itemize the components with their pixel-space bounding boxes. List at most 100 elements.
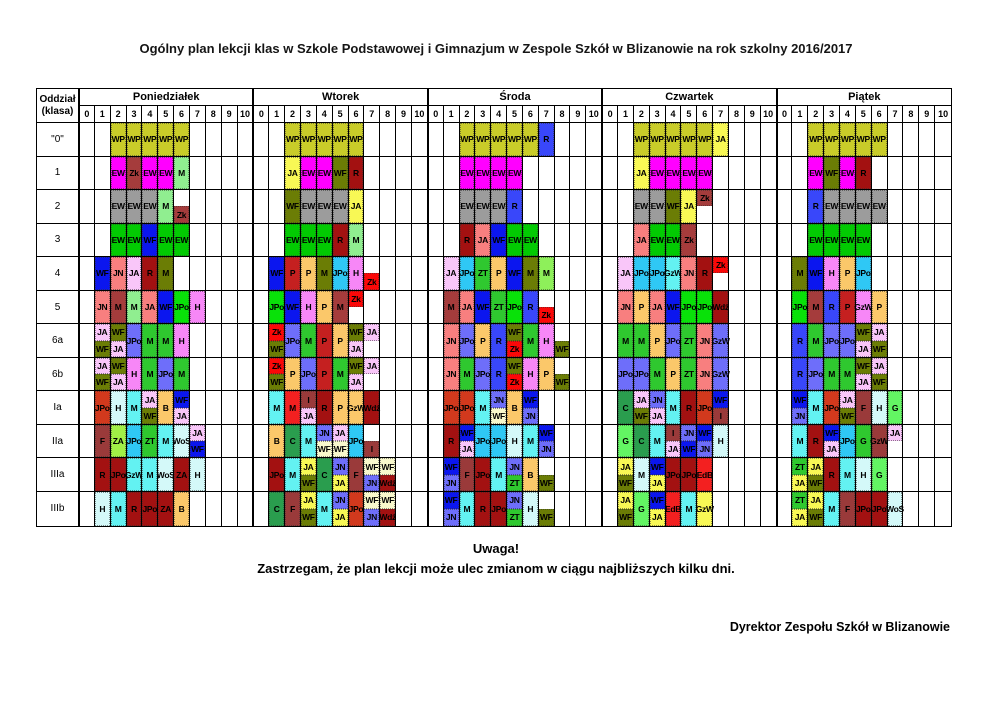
schedule-cell [221, 324, 238, 358]
subject-block: M [300, 424, 316, 458]
subject-block: JA [94, 324, 110, 341]
subject-block: EW [665, 223, 681, 257]
schedule-cell: EW [285, 223, 301, 258]
schedule-cell: WF [538, 492, 555, 526]
schedule-cell: EW [633, 190, 650, 224]
subject-block: JA [364, 357, 380, 375]
subject-block: EW [681, 156, 697, 190]
schedule-cell [189, 257, 206, 291]
subject-block: EW [285, 223, 300, 257]
subject-block: EW [475, 190, 491, 223]
subject-block: JPo [126, 424, 142, 458]
subject-block: ZT [792, 458, 808, 475]
table-corner-label: Oddział (klasa) [37, 89, 79, 123]
schedule-cell [887, 257, 904, 291]
schedule-cell: R [824, 290, 841, 325]
class-row-label: Ia [37, 391, 79, 425]
schedule-cell [903, 190, 920, 224]
subject-block: EW [840, 156, 855, 190]
schedule-cell: EW [840, 223, 856, 258]
period-header: 1 [94, 106, 111, 123]
subject-split-block: WF JA [824, 424, 840, 458]
schedule-cell [221, 257, 238, 291]
schedule-cell: Zk [697, 190, 714, 224]
subject-split-block: WF JN [522, 391, 538, 424]
schedule-cell: WF [808, 257, 825, 291]
subject-block: JN [618, 290, 633, 324]
schedule-cell: JPo [681, 290, 698, 325]
schedule-cell: WF [665, 290, 682, 325]
subject-block: WP [475, 123, 491, 156]
subject-split-block: WF Zk [507, 357, 522, 391]
subject-block: WF [665, 190, 681, 223]
subject-block: G [855, 424, 871, 458]
schedule-cell: R [459, 223, 476, 258]
subject-block: M [126, 391, 142, 424]
subject-block: WP [126, 123, 142, 156]
schedule-cell: JPo [633, 257, 650, 291]
schedule-cell: H [110, 391, 127, 425]
subject-block: EW [475, 156, 491, 190]
schedule-cell [189, 324, 206, 358]
subject-block: M [126, 290, 142, 324]
period-header: 4 [316, 106, 333, 123]
schedule-cell: JA WF [618, 458, 634, 493]
subject-block: WP [507, 123, 522, 156]
subject-block: EW [824, 190, 840, 223]
subject-block: WF [522, 391, 538, 408]
subject-block: JPo [110, 458, 126, 492]
schedule-cell: R [681, 391, 698, 425]
subject-block: WF [507, 357, 522, 375]
subject-block: P [665, 357, 681, 391]
schedule-cell [396, 458, 412, 493]
schedule-cell: F [840, 492, 856, 526]
schedule-cell: M [158, 257, 175, 291]
subject-block: H [300, 290, 316, 324]
schedule-cell [380, 290, 397, 325]
subject-block: JA [475, 223, 491, 257]
schedule-cell: H [538, 324, 555, 358]
subject-block: I [364, 441, 380, 458]
schedule-cell: R [491, 357, 508, 392]
schedule-cell [221, 156, 238, 191]
subject-block: JN [443, 474, 459, 492]
subject-block: JA [665, 441, 681, 458]
schedule-cell: M [285, 391, 301, 425]
subject-block: C [316, 458, 332, 492]
schedule-cell: JPo [332, 257, 349, 291]
subject-block: EW [300, 156, 316, 190]
subject-block: WoS [886, 492, 904, 526]
schedule-cell: WF JN [697, 424, 714, 459]
schedule-cell [602, 492, 619, 526]
schedule-cell [237, 357, 254, 392]
subject-block: EW [507, 156, 522, 190]
schedule-cell: JA WF [94, 357, 111, 392]
period-header: 2 [459, 106, 476, 123]
schedule-cell: R [522, 290, 539, 325]
subject-block: M [522, 257, 538, 290]
schedule-cell [522, 156, 539, 191]
schedule-cell: M [158, 424, 175, 459]
schedule-cell: JA [364, 324, 381, 358]
subject-block: WF [300, 508, 316, 526]
subject-block: GzW [712, 357, 730, 391]
schedule-cell [760, 257, 777, 291]
period-header: 6 [174, 106, 190, 123]
schedule-cell: H [855, 458, 872, 493]
schedule-cell: JPo [855, 257, 872, 291]
subject-block: M [840, 357, 855, 391]
subject-block: WF [824, 156, 840, 190]
subject-split-block: WF Zk [507, 324, 522, 357]
subject-block: JN [443, 357, 459, 391]
subject-block: WF [538, 474, 554, 492]
schedule-cell [237, 257, 254, 291]
schedule-cell: WF JA [649, 492, 666, 526]
schedule-cell [697, 223, 714, 258]
subject-block: ZT [681, 324, 697, 357]
schedule-cell [919, 123, 936, 157]
schedule-cell [602, 190, 619, 224]
schedule-cell: R [475, 492, 492, 526]
schedule-cell: M [792, 257, 809, 291]
subject-block: JPo [332, 257, 348, 290]
schedule-cell: EW [665, 156, 682, 191]
